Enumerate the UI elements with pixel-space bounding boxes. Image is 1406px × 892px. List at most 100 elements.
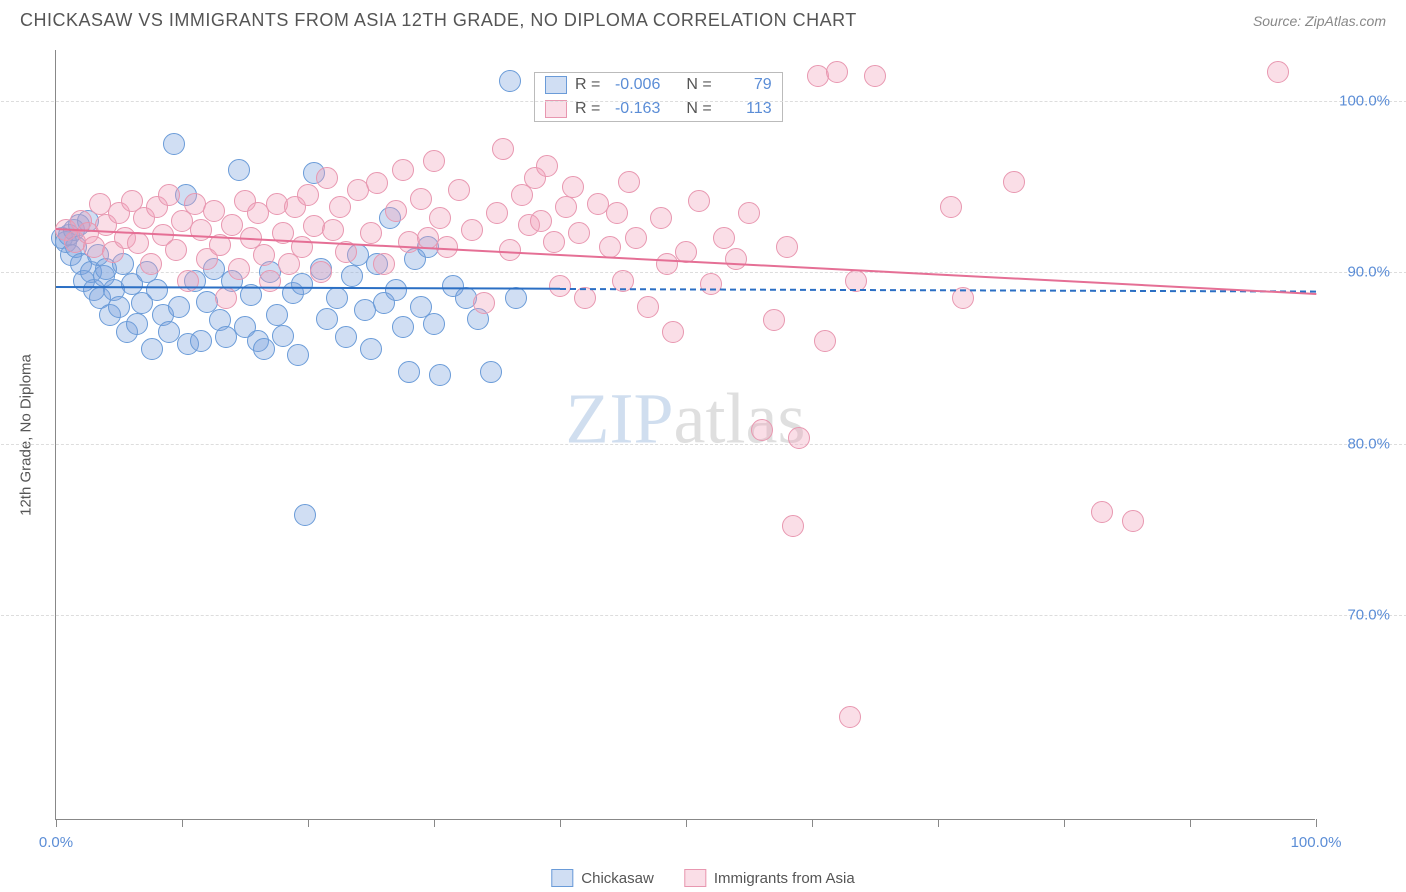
data-point bbox=[329, 196, 351, 218]
y-tick-label: 90.0% bbox=[1347, 264, 1390, 281]
data-point bbox=[625, 227, 647, 249]
data-point bbox=[562, 176, 584, 198]
data-point bbox=[1091, 501, 1113, 523]
data-point bbox=[864, 65, 886, 87]
data-point bbox=[480, 361, 502, 383]
data-point bbox=[776, 236, 798, 258]
data-point bbox=[473, 292, 495, 314]
data-point bbox=[637, 296, 659, 318]
y-axis-label: 12th Grade, No Diploma bbox=[18, 354, 35, 516]
data-point bbox=[839, 706, 861, 728]
data-point bbox=[310, 261, 332, 283]
legend-swatch bbox=[551, 869, 573, 887]
data-point bbox=[549, 275, 571, 297]
data-point bbox=[700, 273, 722, 295]
data-point bbox=[294, 504, 316, 526]
x-tick bbox=[560, 819, 561, 827]
data-point bbox=[203, 200, 225, 222]
data-point bbox=[738, 202, 760, 224]
x-tick bbox=[686, 819, 687, 827]
gridline bbox=[1, 615, 1406, 616]
data-point bbox=[788, 427, 810, 449]
data-point bbox=[656, 253, 678, 275]
data-point bbox=[486, 202, 508, 224]
data-point bbox=[599, 236, 621, 258]
data-point bbox=[316, 308, 338, 330]
x-tick bbox=[434, 819, 435, 827]
data-point bbox=[410, 188, 432, 210]
source-label: Source: ZipAtlas.com bbox=[1253, 13, 1386, 29]
data-point bbox=[650, 207, 672, 229]
data-point bbox=[108, 296, 130, 318]
data-point bbox=[366, 172, 388, 194]
watermark: ZIPatlas bbox=[566, 378, 806, 461]
series-swatch bbox=[545, 100, 567, 118]
data-point bbox=[341, 265, 363, 287]
data-point bbox=[158, 184, 180, 206]
x-tick bbox=[812, 819, 813, 827]
data-point bbox=[505, 287, 527, 309]
data-point bbox=[316, 167, 338, 189]
data-point bbox=[1003, 171, 1025, 193]
data-point bbox=[163, 133, 185, 155]
data-point bbox=[826, 61, 848, 83]
data-point bbox=[392, 159, 414, 181]
data-point bbox=[1122, 510, 1144, 532]
n-value: 113 bbox=[720, 100, 772, 118]
data-point bbox=[618, 171, 640, 193]
stats-legend-box: R =-0.006N =79R =-0.163N =113 bbox=[534, 72, 783, 122]
y-tick-label: 70.0% bbox=[1347, 606, 1390, 623]
data-point bbox=[398, 361, 420, 383]
data-point bbox=[177, 270, 199, 292]
data-point bbox=[940, 196, 962, 218]
data-point bbox=[814, 330, 836, 352]
data-point bbox=[272, 325, 294, 347]
data-point bbox=[297, 184, 319, 206]
data-point bbox=[429, 207, 451, 229]
data-point bbox=[713, 227, 735, 249]
chart-title: CHICKASAW VS IMMIGRANTS FROM ASIA 12TH G… bbox=[20, 10, 857, 31]
x-tick-label: 100.0% bbox=[1291, 834, 1342, 851]
n-label: N = bbox=[686, 76, 711, 94]
chart-header: CHICKASAW VS IMMIGRANTS FROM ASIA 12TH G… bbox=[0, 0, 1406, 31]
data-point bbox=[326, 287, 348, 309]
data-point bbox=[499, 70, 521, 92]
data-point bbox=[536, 155, 558, 177]
stats-row: R =-0.006N =79 bbox=[535, 73, 782, 97]
data-point bbox=[751, 419, 773, 441]
x-tick bbox=[1064, 819, 1065, 827]
data-point bbox=[461, 219, 483, 241]
data-point bbox=[253, 338, 275, 360]
data-point bbox=[606, 202, 628, 224]
x-tick-label: 0.0% bbox=[39, 834, 73, 851]
x-tick bbox=[308, 819, 309, 827]
data-point bbox=[448, 179, 470, 201]
data-point bbox=[782, 515, 804, 537]
gridline bbox=[1, 101, 1406, 102]
gridline bbox=[1, 444, 1406, 445]
data-point bbox=[574, 287, 596, 309]
legend-bottom: ChickasawImmigrants from Asia bbox=[551, 869, 854, 887]
data-point bbox=[228, 258, 250, 280]
legend-label: Chickasaw bbox=[581, 870, 654, 887]
n-label: N = bbox=[686, 100, 711, 118]
data-point bbox=[291, 273, 313, 295]
data-point bbox=[373, 253, 395, 275]
data-point bbox=[763, 309, 785, 331]
series-swatch bbox=[545, 76, 567, 94]
data-point bbox=[530, 210, 552, 232]
x-tick bbox=[182, 819, 183, 827]
data-point bbox=[1267, 61, 1289, 83]
legend-item: Chickasaw bbox=[551, 869, 654, 887]
data-point bbox=[725, 248, 747, 270]
data-point bbox=[543, 231, 565, 253]
data-point bbox=[141, 338, 163, 360]
y-tick-label: 100.0% bbox=[1339, 93, 1390, 110]
data-point bbox=[568, 222, 590, 244]
data-point bbox=[140, 253, 162, 275]
r-label: R = bbox=[575, 76, 600, 94]
data-point bbox=[662, 321, 684, 343]
data-point bbox=[423, 150, 445, 172]
x-tick bbox=[1190, 819, 1191, 827]
data-point bbox=[688, 190, 710, 212]
